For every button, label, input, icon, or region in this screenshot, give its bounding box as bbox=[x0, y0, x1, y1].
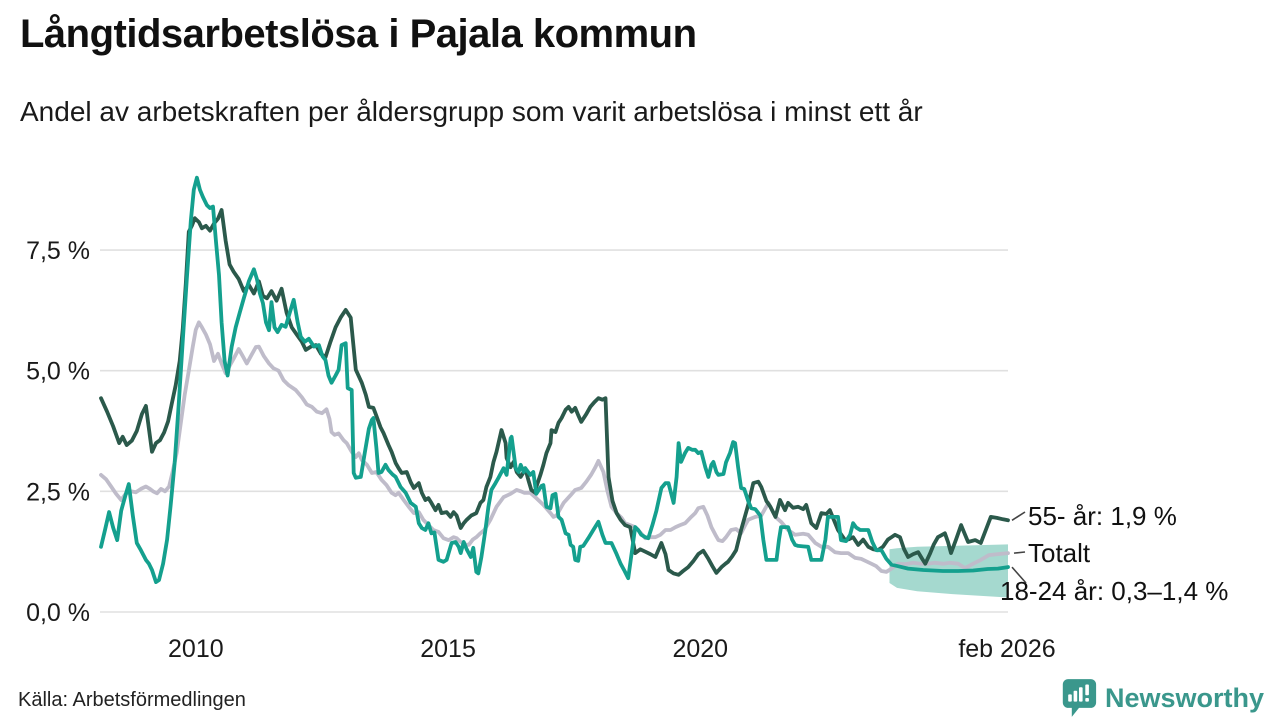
label-connector-55-ar bbox=[1011, 511, 1026, 521]
y-tick-label: 0,0 % bbox=[26, 599, 90, 627]
series-line-totalt bbox=[99, 320, 1010, 574]
series-label-18-24-ar: 18-24 år: 0,3–1,4 % bbox=[1000, 576, 1229, 606]
y-tick-label: 2,5 % bbox=[26, 478, 90, 506]
x-tick-label: 2010 bbox=[168, 635, 224, 663]
chart-subtitle: Andel av arbetskraften per åldersgrupp s… bbox=[20, 96, 923, 127]
y-tick-label: 7,5 % bbox=[26, 237, 90, 265]
series-line-18-24-ar bbox=[99, 175, 1010, 584]
source-note: Källa: Arbetsförmedlingen bbox=[18, 689, 246, 711]
y-tick-label: 5,0 % bbox=[26, 358, 90, 386]
label-connector-totalt bbox=[1013, 551, 1026, 554]
page-title: Långtidsarbetslösa i Pajala kommun bbox=[20, 12, 697, 56]
newsworthy-brand: Newsworthy bbox=[1061, 678, 1264, 718]
x-tick-label: feb 2026 bbox=[958, 635, 1055, 663]
series-label-55-ar: 55- år: 1,9 % bbox=[1028, 501, 1177, 531]
x-tick-label: 2020 bbox=[672, 635, 728, 663]
x-tick-label: 2015 bbox=[420, 635, 476, 663]
newsworthy-logo-icon bbox=[1062, 679, 1097, 717]
label-connector-18-24-ar bbox=[1011, 566, 1027, 584]
newsworthy-wordmark: Newsworthy bbox=[1104, 682, 1264, 713]
series-line-55-ar bbox=[99, 208, 1010, 577]
series-label-totalt: Totalt bbox=[1028, 538, 1091, 568]
